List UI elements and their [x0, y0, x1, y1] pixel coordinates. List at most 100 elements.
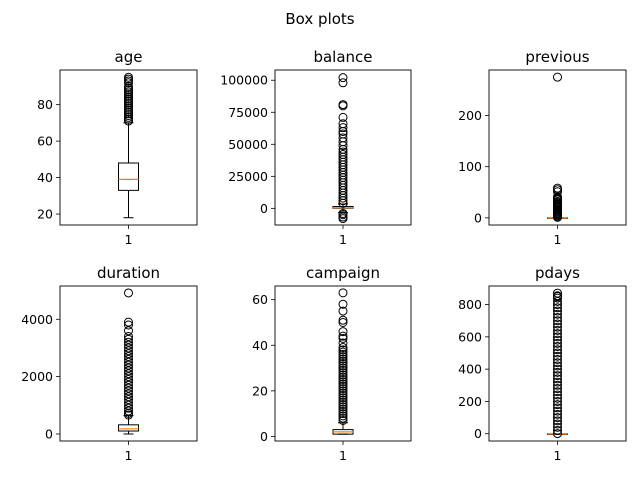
outlier-point	[338, 411, 348, 421]
outlier-point	[124, 326, 133, 336]
y-tick-label: 60	[252, 292, 268, 307]
panel-title: balance	[313, 48, 372, 66]
outlier-point	[124, 400, 133, 410]
outlier-point	[338, 112, 348, 122]
outlier-point	[553, 374, 562, 384]
outlier-point	[124, 389, 133, 399]
outlier-point	[338, 306, 348, 316]
outlier-point	[553, 387, 562, 397]
iqr-box	[118, 162, 139, 191]
y-tick-label: 80	[37, 97, 53, 112]
outlier-point	[553, 400, 562, 410]
outlier-point	[553, 377, 562, 387]
outlier-point	[338, 315, 348, 325]
outlier-point	[124, 395, 133, 405]
y-tick-label: 200	[458, 394, 482, 409]
outlier-point	[124, 288, 133, 298]
outlier-point	[338, 354, 348, 364]
outlier-point	[338, 349, 348, 359]
axes-frame	[59, 285, 198, 442]
y-tick-label: 0	[474, 426, 482, 441]
outlier-point	[124, 363, 133, 373]
outlier-point	[553, 403, 562, 413]
outlier-point	[553, 332, 562, 342]
outlier-point	[124, 317, 133, 327]
outlier-point	[124, 349, 133, 359]
outlier-point	[338, 317, 348, 327]
outlier-point	[553, 361, 562, 371]
outlier-point	[124, 320, 133, 330]
outlier-point	[338, 343, 348, 353]
outlier-point	[124, 386, 133, 396]
outlier-point	[338, 374, 348, 384]
x-tick-label: 1	[339, 448, 347, 463]
y-tick-label: 400	[458, 362, 482, 377]
outlier-point	[338, 372, 348, 382]
y-tick-label: 600	[458, 329, 482, 344]
outlier-point	[124, 346, 133, 356]
outlier-point	[338, 338, 348, 348]
outlier-point	[553, 406, 562, 416]
y-tick-label: 20	[252, 383, 268, 398]
x-tick-label: 1	[125, 448, 133, 463]
outlier-point	[124, 81, 133, 91]
outlier-point	[553, 364, 562, 374]
iqr-box	[118, 424, 139, 432]
outlier-point	[553, 288, 562, 298]
outlier-point	[338, 377, 348, 387]
panel-campaign: campaign 0 20 40 60 1	[252, 264, 412, 463]
outlier-point	[338, 368, 348, 378]
axes-frame	[488, 285, 627, 442]
outlier-point	[338, 390, 348, 400]
outlier-point	[553, 291, 562, 301]
x-tick-label: 1	[125, 232, 133, 247]
panel-title: age	[115, 48, 143, 66]
outlier-point	[338, 361, 348, 371]
outlier-point	[124, 331, 133, 341]
outlier-point	[553, 306, 562, 316]
outlier-point	[553, 390, 562, 400]
outlier-point	[338, 404, 348, 414]
outlier-point	[338, 381, 348, 391]
y-tick-label: 2000	[21, 369, 53, 384]
outlier-point	[338, 208, 348, 218]
outlier-point	[338, 212, 348, 222]
outlier-point	[338, 347, 348, 357]
outlier-point	[553, 303, 562, 313]
outlier-point	[338, 370, 348, 380]
axes-frame	[274, 285, 412, 442]
outlier-point	[553, 338, 562, 348]
outlier-point	[553, 319, 562, 329]
outlier-point	[553, 426, 562, 436]
outlier-point	[124, 377, 133, 387]
axes-frame	[59, 69, 198, 226]
outlier-point	[553, 325, 562, 335]
outlier-point	[338, 133, 348, 143]
y-tick-label: 4000	[21, 312, 53, 327]
outlier-point	[553, 422, 562, 432]
y-tick-label: 100000	[220, 73, 268, 88]
axes-frame	[274, 69, 412, 226]
outlier-point	[553, 416, 562, 426]
figure-title: Box plots	[285, 10, 354, 28]
outlier-point	[553, 322, 562, 332]
outlier-point	[553, 183, 562, 193]
outlier-point	[338, 119, 348, 129]
outlier-point	[338, 395, 348, 405]
y-tick-label: 75000	[228, 105, 268, 120]
outlier-point	[553, 345, 562, 355]
outlier-point	[553, 419, 562, 429]
outlier-point	[124, 72, 133, 82]
axes-frame	[488, 69, 627, 226]
outlier-point	[553, 367, 562, 377]
outlier-point	[338, 379, 348, 389]
outlier-point	[338, 150, 348, 160]
y-tick-label: 50000	[228, 137, 268, 152]
outlier-point	[124, 366, 133, 376]
outlier-point	[338, 400, 348, 410]
y-tick-label: 20	[37, 207, 53, 222]
outlier-point	[553, 192, 562, 202]
outlier-point	[338, 413, 348, 423]
outlier-point	[338, 288, 348, 298]
